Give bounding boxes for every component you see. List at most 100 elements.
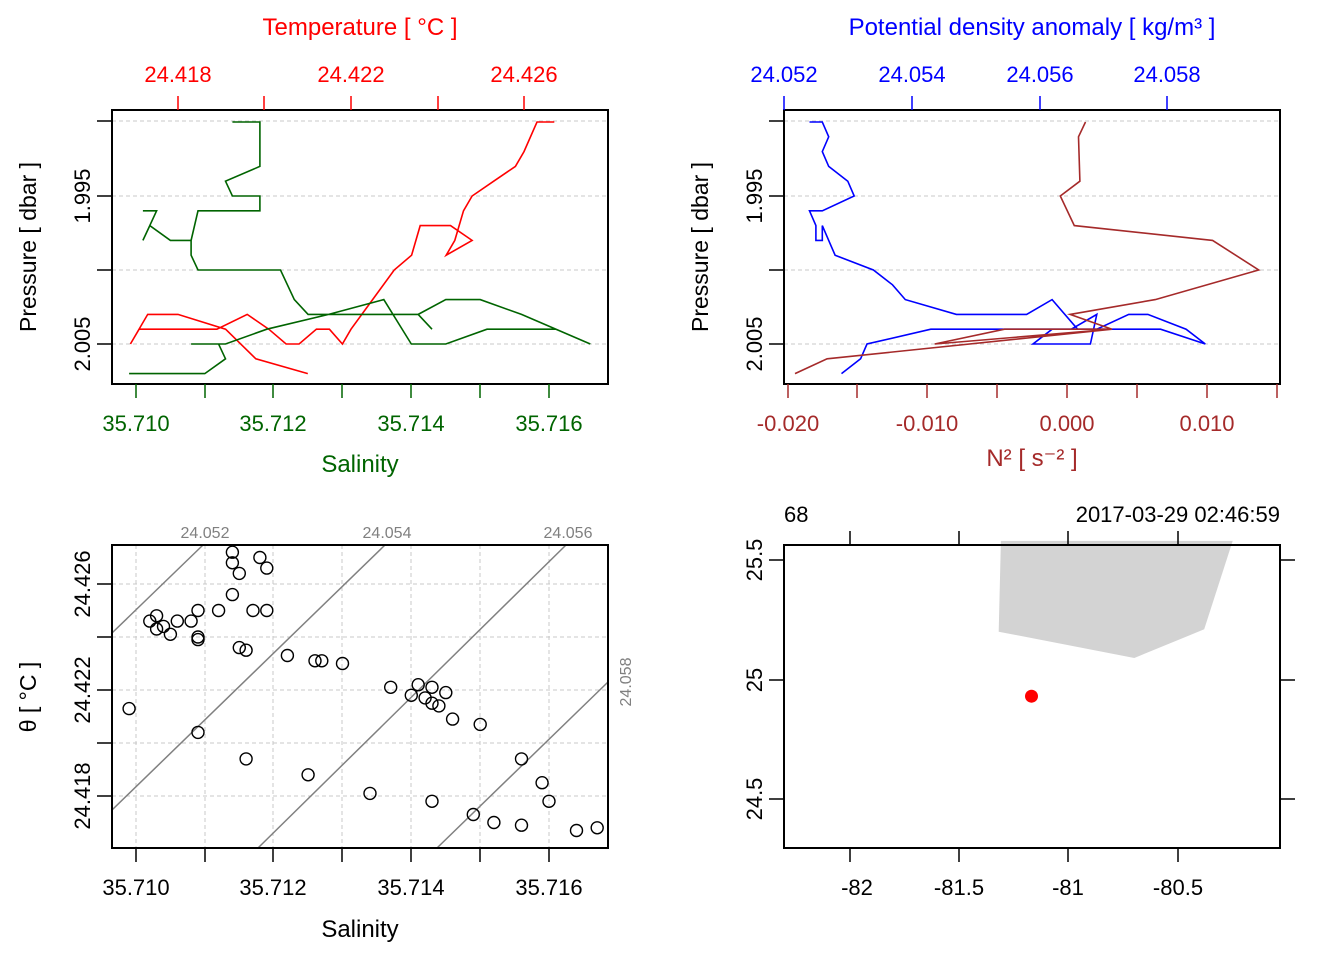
ts-point — [487, 815, 501, 830]
ts-point — [239, 752, 253, 766]
ts-point — [232, 566, 247, 581]
profile-lines — [129, 121, 591, 375]
ts-point — [308, 654, 322, 668]
density-tick-label: 24.058 — [1133, 62, 1200, 87]
ts-point — [253, 550, 267, 565]
ts-point — [384, 680, 398, 694]
ts-point — [280, 648, 295, 663]
y-axis-title: θ [ °C ] — [15, 662, 41, 733]
ts-points — [122, 545, 604, 838]
y-axis-title: Pressure [ dbar ] — [687, 162, 713, 332]
ts-point — [432, 699, 446, 713]
ts-point — [239, 643, 253, 657]
grid — [112, 545, 608, 848]
ts-point — [473, 717, 487, 732]
isopycnal-label: 24.054 — [363, 525, 412, 542]
ts-point — [363, 786, 377, 801]
longitude-tick-label: -81.5 — [934, 875, 984, 900]
salinity-tick-label: 35.710 — [102, 411, 169, 436]
ts-point — [445, 712, 460, 726]
station-map-panel: -82 -81.5 -81 -80.5 24.5 25 25.5 68 2017… — [742, 502, 1295, 900]
salinity-axis-title: Salinity — [321, 451, 398, 478]
x-tick-label: 35.710 — [102, 875, 169, 900]
station-time-label: 2017-03-29 02:46:59 — [1076, 502, 1280, 527]
y-tick-label: 2.005 — [742, 316, 767, 371]
density-line — [808, 121, 1206, 375]
temperature-tick-label: 24.426 — [490, 62, 557, 87]
ts-point — [425, 696, 439, 710]
ts-point — [122, 701, 136, 716]
y-tick-label: 1.995 — [742, 168, 767, 223]
temperature-line — [129, 121, 555, 375]
salinity-axis-ticks — [135, 848, 550, 862]
salinity-line — [142, 210, 192, 242]
ts-point — [246, 603, 260, 618]
ts-point — [149, 622, 164, 636]
ts-point — [184, 614, 198, 628]
density-n2-profile-panel: 1.995 2.005 Pressure [ dbar ] 24.052 24.… — [687, 14, 1281, 472]
latitude-ticks — [769, 559, 1295, 800]
salinity-tick-label: 35.712 — [239, 411, 306, 436]
coastline-land — [998, 540, 1233, 658]
y-tick-label: 24.418 — [70, 762, 95, 829]
ts-point — [425, 680, 439, 694]
ts-point — [191, 725, 205, 740]
ts-point — [425, 794, 439, 808]
n2-tick-label: 0.000 — [1039, 411, 1094, 436]
map-frame — [783, 544, 1281, 849]
density-tick-label: 24.052 — [750, 62, 817, 87]
longitude-ticks — [849, 531, 1179, 862]
isopycnal-label: 24.056 — [544, 525, 593, 542]
isopycnal-line — [111, 544, 204, 634]
ts-point — [260, 561, 274, 575]
isopycnal-line — [111, 544, 386, 811]
latitude-tick-label: 25 — [742, 668, 767, 692]
isopycnal-label: 24.058 — [618, 657, 635, 706]
station-marker — [1025, 689, 1038, 703]
pressure-axis-ticks — [97, 120, 112, 345]
ts-point — [191, 603, 205, 618]
y-tick-label: 2.005 — [70, 316, 95, 371]
ts-point — [143, 614, 157, 628]
n2-axis-title: N² [ s⁻² ] — [986, 445, 1077, 472]
latitude-tick-label: 24.5 — [742, 778, 767, 821]
ts-point — [170, 614, 185, 628]
ts-point — [156, 619, 171, 634]
ts-point — [315, 654, 329, 668]
n2-tick-label: 0.010 — [1179, 411, 1234, 436]
longitude-tick-label: -81 — [1052, 875, 1084, 900]
x-tick-label: 35.716 — [515, 875, 582, 900]
ts-point — [163, 627, 178, 641]
ts-point — [411, 678, 425, 692]
plot-frame — [783, 109, 1281, 385]
ts-point — [514, 752, 529, 766]
station-id-label: 68 — [784, 502, 808, 527]
ts-point — [211, 603, 226, 618]
x-tick-label: 35.714 — [377, 875, 444, 900]
ts-point — [225, 587, 240, 602]
salinity-axis-ticks — [135, 384, 550, 398]
n2-tick-label: -0.010 — [896, 411, 958, 436]
temperature-tick-label: 24.418 — [144, 62, 211, 87]
temperature-tick-label: 24.422 — [317, 62, 384, 87]
isopycnal-label: 24.052 — [181, 525, 230, 542]
latitude-tick-label: 25.5 — [742, 539, 767, 582]
y-tick-label: 24.426 — [70, 550, 95, 617]
plot-frame — [111, 109, 609, 385]
temperature-salinity-profile-panel: 1.995 2.005 Pressure [ dbar ] 24.418 24.… — [15, 14, 609, 478]
salinity-tick-label: 35.714 — [377, 411, 444, 436]
temperature-axis-title: Temperature [ °C ] — [263, 14, 458, 41]
ts-diagram-panel: 24.052 24.054 24.056 24.058 24.426 24.42… — [15, 525, 635, 943]
n2-line — [794, 121, 1261, 375]
density-tick-label: 24.056 — [1006, 62, 1073, 87]
isopycnal-line — [257, 544, 567, 849]
salinity-line — [129, 121, 591, 375]
ts-point — [232, 640, 247, 655]
ts-point — [225, 556, 240, 570]
ts-point — [404, 688, 418, 702]
theta-axis-ticks — [97, 583, 112, 797]
ts-point — [466, 807, 480, 822]
y-tick-label: 1.995 — [70, 168, 95, 223]
ts-point — [542, 794, 556, 808]
